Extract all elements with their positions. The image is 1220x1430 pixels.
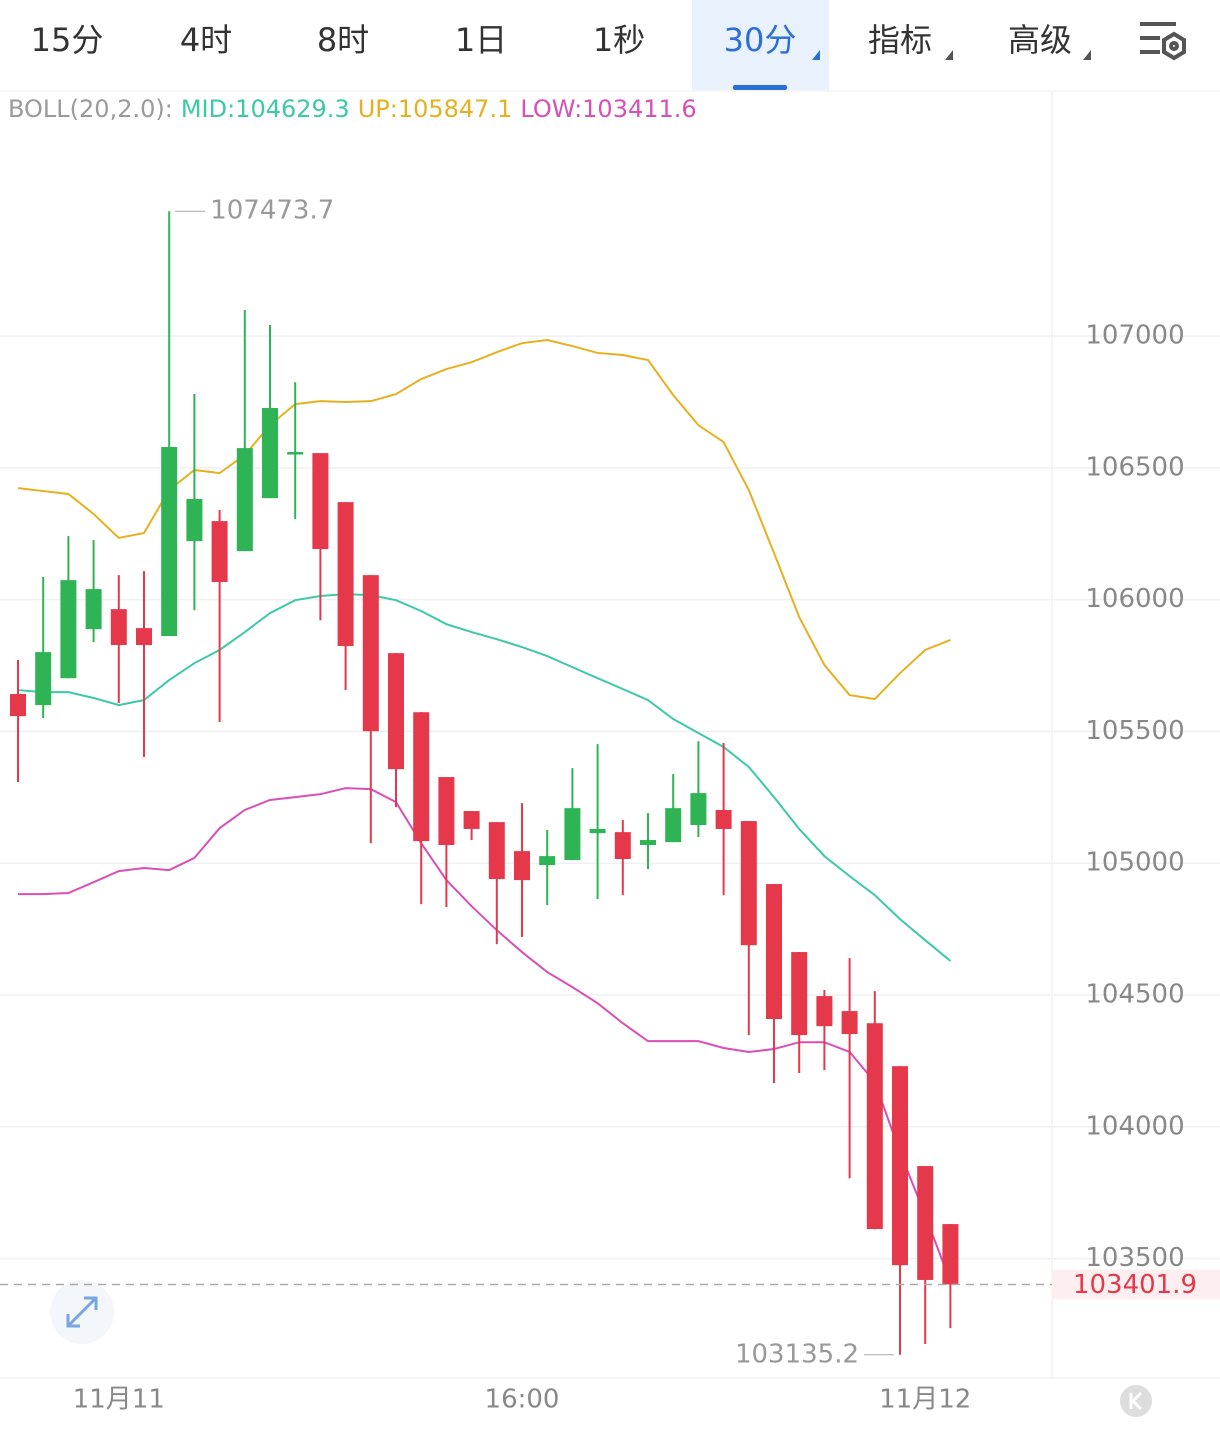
min-label: 103135.2 xyxy=(735,1339,859,1369)
candle-body xyxy=(337,502,354,647)
tab[interactable]: 高级 xyxy=(1008,21,1072,59)
tab-caret xyxy=(945,50,953,60)
boll-line xyxy=(18,787,952,1283)
candle-body xyxy=(60,580,77,679)
candle-body xyxy=(236,448,253,552)
candle-body xyxy=(766,884,782,1020)
candle-body xyxy=(85,589,102,630)
candle-body xyxy=(312,453,329,550)
candle-body xyxy=(136,628,152,645)
indicator-label: MID:104629.3 xyxy=(181,95,350,123)
price-tag-bg xyxy=(1052,1269,1220,1300)
tab[interactable]: 15分 xyxy=(31,21,104,59)
candle-body xyxy=(35,652,52,706)
candle-body xyxy=(413,712,430,842)
expand-button[interactable] xyxy=(50,1280,114,1344)
candle-body xyxy=(841,1011,858,1035)
x-tick-label: 16:00 xyxy=(485,1385,560,1415)
candle-body xyxy=(640,840,656,846)
candle-body xyxy=(740,821,757,946)
candle-body xyxy=(110,609,127,645)
candle-body xyxy=(690,793,707,826)
tab[interactable]: 1秒 xyxy=(593,21,645,59)
tab[interactable]: 8时 xyxy=(317,21,369,59)
candle-body xyxy=(589,828,606,834)
candle-body xyxy=(186,498,203,542)
tab[interactable]: 指标 xyxy=(868,21,932,59)
y-tick-label: 106500 xyxy=(1085,452,1184,482)
candle-body xyxy=(866,1023,883,1230)
candle-body xyxy=(917,1166,934,1280)
active-tab-underline xyxy=(733,85,787,90)
active-tab-bg xyxy=(692,0,829,90)
indicator-label: UP:105847.1 xyxy=(358,95,513,123)
candle-body xyxy=(539,856,556,866)
boll-line xyxy=(17,593,952,962)
boll-line xyxy=(17,339,951,701)
y-tick-label: 107000 xyxy=(1085,321,1184,351)
y-tick-label: 105000 xyxy=(1085,848,1184,878)
tab[interactable]: 1日 xyxy=(455,21,507,59)
candle-body xyxy=(614,832,631,860)
max-label: 107473.7 xyxy=(210,196,334,226)
candle-body xyxy=(715,809,732,829)
y-tick-label: 106000 xyxy=(1085,584,1184,614)
candle-body xyxy=(211,521,228,582)
indicator-label: LOW:103411.6 xyxy=(520,95,696,123)
y-tick-label: 104500 xyxy=(1085,980,1184,1010)
candle-body xyxy=(665,808,682,843)
candle-body xyxy=(438,777,455,846)
candle-body xyxy=(564,808,581,861)
y-tick-label: 104000 xyxy=(1085,1111,1184,1141)
k-button[interactable] xyxy=(1120,1385,1152,1417)
tab[interactable]: 30分 xyxy=(724,21,797,59)
tab[interactable]: 4时 xyxy=(180,21,232,59)
candle-body xyxy=(287,452,304,455)
indicator-legend: BOLL(20,2.0): MID:104629.3 UP:105847.1 LOW:… xyxy=(8,95,697,123)
candle-body xyxy=(10,694,26,717)
candle-body xyxy=(892,1066,908,1266)
candle-body xyxy=(514,851,530,881)
candle-body xyxy=(388,653,404,770)
x-tick-label: 11月11 xyxy=(73,1385,165,1415)
tab-caret xyxy=(1083,50,1091,60)
settings-icon[interactable] xyxy=(1140,22,1186,61)
candle-body xyxy=(942,1224,959,1285)
candle-body xyxy=(488,822,505,880)
candle-body xyxy=(161,447,178,637)
y-tick-label: 103500 xyxy=(1085,1243,1184,1273)
y-tick-label: 105500 xyxy=(1085,716,1184,746)
candle-body xyxy=(362,575,379,732)
indicator-label: BOLL(20,2.0): xyxy=(8,95,173,123)
candle-body xyxy=(816,996,833,1027)
price-tag: 103401.9 xyxy=(1073,1270,1197,1300)
candle-body xyxy=(262,408,278,499)
candle-body xyxy=(791,952,808,1036)
tab-caret xyxy=(812,50,820,60)
candle-body xyxy=(463,811,480,829)
x-tick-label: 11月12 xyxy=(879,1385,971,1415)
